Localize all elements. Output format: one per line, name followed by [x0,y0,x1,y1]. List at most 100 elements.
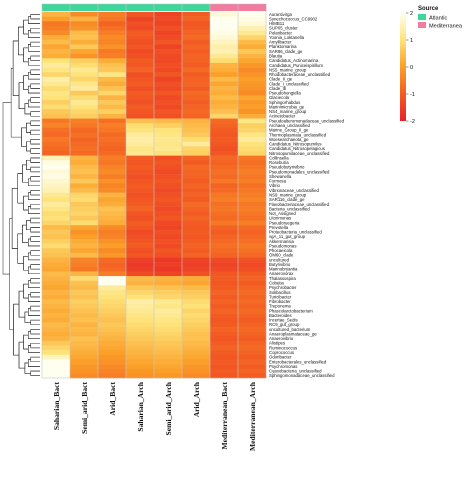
heatmap-cell [238,322,267,328]
heatmap-cell [210,317,239,323]
heatmap-cell [238,294,267,300]
heatmap-cell [238,67,267,73]
heatmap-cell [70,178,99,184]
dendrogram-branch [22,164,29,183]
heatmap-cell [210,354,239,360]
heatmap-cell [238,308,267,314]
heatmap-cell [42,322,71,328]
heatmap-cell [182,118,211,124]
dendrogram-branch [24,311,31,323]
dendrogram-branch [28,294,40,302]
heatmap-cell [98,294,127,300]
heatmap-cell [182,100,211,105]
dendrogram-branch [24,103,31,115]
heatmap-cell [154,21,183,27]
row-label: Bacteroides [269,313,292,318]
heatmap-cell [126,285,155,291]
heatmap-cell [42,81,71,87]
heatmap-cell [154,271,183,277]
dendrogram-branch [30,41,40,48]
dendrogram-branch [28,71,40,80]
heatmap-cell [154,132,183,138]
row-label: Rhodobacteraceae_unclassified [269,72,331,77]
heatmap-cell [70,206,99,212]
dendrogram-branch [28,266,40,275]
heatmap-cell [210,76,239,82]
row-label: Coprococcus [269,350,294,355]
heatmap-cell [70,160,99,166]
heatmap-cell [42,35,71,41]
row-label: Vibrio [269,183,281,188]
dendrogram-branch [18,82,25,109]
heatmap-cell [98,276,127,281]
row-label: Amylibacter [269,40,292,45]
heatmap-cell [42,197,71,203]
heatmap-cell [98,174,127,180]
dendrogram-branch [28,192,40,200]
heatmap-cell [42,58,71,64]
heatmap-cell [98,113,127,119]
heatmap-cell [182,188,211,193]
heatmap-cell [70,285,99,291]
heatmap-cell [70,317,99,323]
row-label: Fibrobacter [269,299,291,304]
heatmap-cell [154,327,183,332]
heatmap-cell [182,373,211,379]
dendrogram-branch [30,264,40,270]
heatmap-cell [154,53,183,59]
heatmap-cell [70,58,99,64]
heatmap-cell [182,164,211,170]
heatmap-cell [154,299,183,305]
heatmap-cell [154,25,183,31]
heatmap-cell [42,303,71,309]
heatmap-cell [154,252,183,258]
heatmap-cell [70,289,99,295]
heatmap-cell [70,30,99,36]
heatmap-cell [126,72,155,78]
column-label: Mediterranean_Bact [220,382,229,450]
heatmap-cell [210,303,239,309]
heatmap-cell [238,206,267,212]
heatmap-cell [238,39,267,45]
heatmap-cell [98,81,127,87]
heatmap-cell [182,299,211,305]
heatmap-cell [42,248,71,254]
heatmap-cell [154,266,183,272]
dendrogram-branch [30,14,40,20]
heatmap-cell [98,359,127,365]
heatmap-cell [126,123,155,129]
heatmap-cell [98,350,127,356]
heatmap-cell [42,44,71,50]
dendrogram-branch [28,266,40,275]
heatmap-cell [42,215,71,221]
heatmap-cell [154,127,183,133]
heatmap-cell [42,30,71,36]
dendrogram-branch [30,129,40,136]
dendrogram-branch [23,75,29,90]
heatmap-cell [210,350,239,356]
heatmap-cell [98,160,127,166]
dendrogram-branch [23,195,29,211]
dendrogram-branch [11,188,18,249]
heatmap-cell [70,95,99,101]
heatmap-cell [238,192,267,198]
heatmap-cell [126,313,155,319]
heatmap-cell [238,81,267,87]
dendrogram-branch [30,14,40,20]
heatmap-cell [98,266,127,272]
heatmap-cell [98,239,127,244]
heatmap-cell [70,313,99,319]
dendrogram-branch [26,159,31,170]
heatmap-cell [154,340,183,346]
dendrogram-branch [21,127,27,147]
heatmap-cell [126,90,155,96]
heatmap-cell [42,359,71,365]
heatmap-cell [182,62,211,68]
row-label: Collinsella [269,155,289,160]
heatmap-cell [210,201,239,207]
heatmap-cell [238,225,267,230]
heatmap-cell [182,225,211,230]
heatmap-cell [210,364,239,369]
dendrogram-branch [30,217,40,224]
row-label: Marinimicrobia_ge [269,104,305,109]
